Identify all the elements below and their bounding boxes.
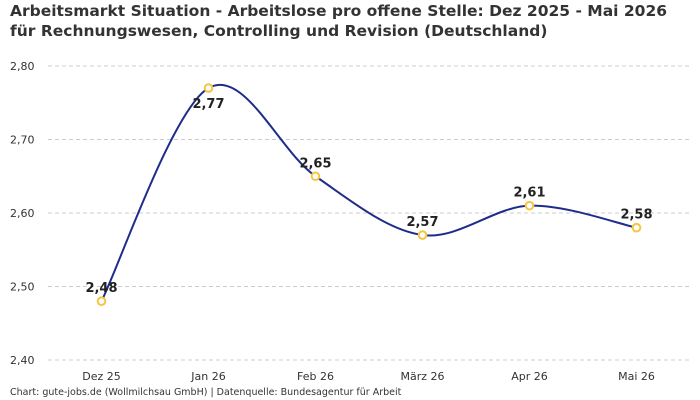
data-point (96, 296, 107, 307)
series-line (100, 84, 637, 302)
data-label: 2,48 (85, 281, 117, 296)
data-label: 2,65 (299, 156, 331, 171)
x-tick-label: Feb 26 (297, 370, 334, 383)
x-tick-label: März 26 (400, 370, 444, 383)
data-label: 2,61 (513, 186, 545, 201)
y-tick-label: 2,80 (10, 60, 35, 73)
data-point (310, 171, 321, 182)
data-points (96, 83, 642, 307)
data-point (417, 230, 428, 240)
chart-title: Arbeitsmarkt Situation - Arbeitslose pro… (10, 2, 668, 40)
x-tick-label: Apr 26 (511, 370, 548, 383)
y-tick-label: 2,40 (10, 354, 35, 367)
data-point (203, 83, 214, 93)
data-labels: 2,48 2,77 2,65 2,57 2,61 2,58 (85, 97, 652, 296)
chart-footer: Chart: gute-jobs.de (Wollmilchsau GmbH) … (10, 387, 402, 398)
x-axis-ticks: Dez 25 Jan 26 Feb 26 März 26 Apr 26 Mai 26 (82, 370, 655, 383)
y-tick-label: 2,70 (10, 134, 35, 147)
data-point (524, 200, 535, 211)
y-axis-ticks: 2,40 2,50 2,60 2,70 2,80 (10, 60, 35, 367)
y-tick-label: 2,50 (10, 281, 35, 294)
y-tick-label: 2,60 (10, 207, 35, 220)
x-tick-label: Mai 26 (618, 370, 655, 383)
data-label: 2,58 (620, 208, 652, 223)
x-tick-label: Dez 25 (82, 370, 121, 383)
data-label: 2,57 (406, 215, 438, 230)
data-label: 2,77 (192, 97, 224, 112)
data-point (631, 222, 642, 233)
x-tick-label: Jan 26 (190, 370, 225, 383)
